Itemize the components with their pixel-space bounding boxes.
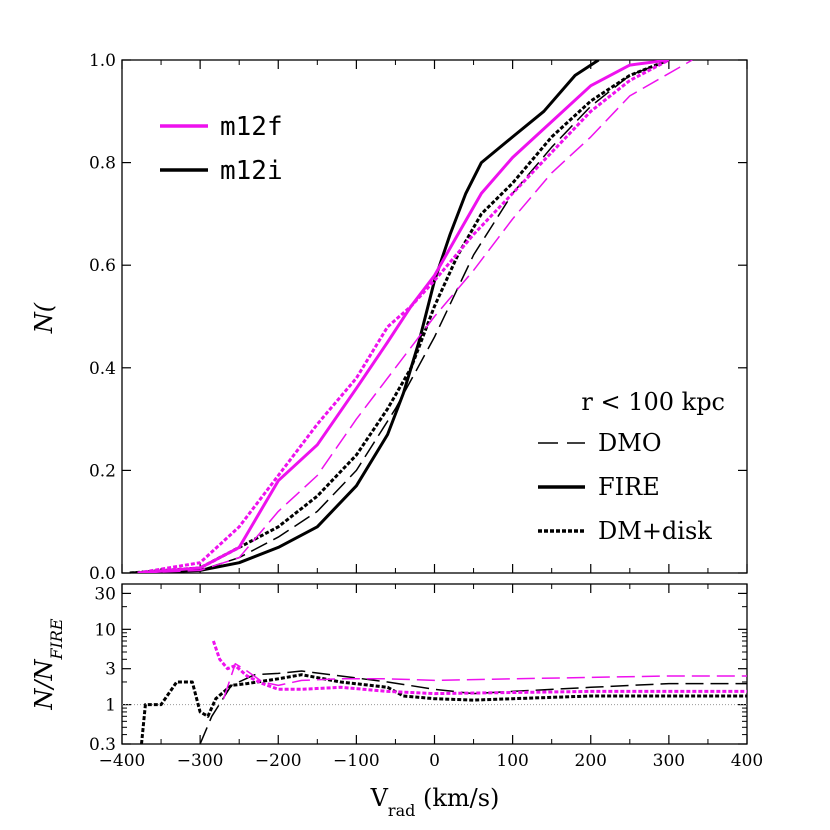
x-tick-label: 300: [653, 751, 685, 771]
series-line-m12f-dotted: [137, 60, 670, 573]
legends: m12f m12i r < 100 kpc DMO FIRE DM+disk: [160, 112, 725, 545]
series-line-m12i-solid: [129, 60, 600, 573]
x-tick-label: 200: [575, 751, 607, 771]
y-tick-label: 0.6: [89, 256, 116, 276]
series-line-m12f-longdash: [137, 60, 693, 573]
x-tick-label: −200: [255, 751, 302, 771]
plot-frame: [121, 583, 748, 745]
y-tick-label: 0.2: [89, 461, 116, 481]
series-line-m12f-solid: [137, 60, 670, 573]
x-tick-label: 0: [429, 751, 440, 771]
series-line-m12i-dotted: [140, 673, 747, 744]
top-panel: 0.0 0.2 0.4 0.6 0.8 1.0: [89, 51, 748, 584]
y-tick-label: 30: [94, 584, 116, 604]
x-tick-label: −300: [177, 751, 224, 771]
x-axis-label: Vrad (km/s): [370, 784, 500, 820]
series-line-m12i-dotted: [129, 60, 670, 573]
series-line-m12f-dotted: [211, 640, 747, 696]
series-line-m12i-longdash: [199, 670, 747, 744]
legend-title: r < 100 kpc: [581, 388, 725, 416]
y-tick-label: 0.8: [89, 154, 116, 174]
legend-label-m12f: m12f: [220, 112, 283, 142]
x-tick-label: 100: [496, 751, 528, 771]
legend-label-dm-disk: DM+disk: [598, 517, 712, 545]
legend-label-dmo: DMO: [598, 429, 662, 457]
series-line-m12f-longdash: [222, 662, 747, 699]
x-tick-label: −100: [333, 751, 380, 771]
y-tick-label: 10: [94, 620, 116, 640]
top-y-axis-label: N(rad)/Ntot: [30, 302, 58, 334]
legend-label-fire: FIRE: [598, 473, 660, 501]
y-tick-label: 0.0: [89, 564, 116, 584]
x-tick-label: 400: [731, 751, 763, 771]
y-tick-label: 1: [105, 696, 116, 716]
series-line-m12i-longdash: [129, 60, 670, 573]
y-tick-label: 0.4: [89, 359, 116, 379]
bottom-panel: 0.3 1 3 10 30 −400 −300 −200 −100 0 100 200 300 400: [89, 583, 763, 771]
y-tick-label: 3: [105, 660, 116, 680]
y-tick-label: 0.3: [89, 735, 116, 755]
bottom-y-axis-label: N/NFIRE: [30, 618, 66, 711]
y-tick-label: 1.0: [89, 51, 116, 71]
legend-label-m12i: m12i: [220, 156, 283, 186]
x-tick-label: −400: [99, 751, 146, 771]
